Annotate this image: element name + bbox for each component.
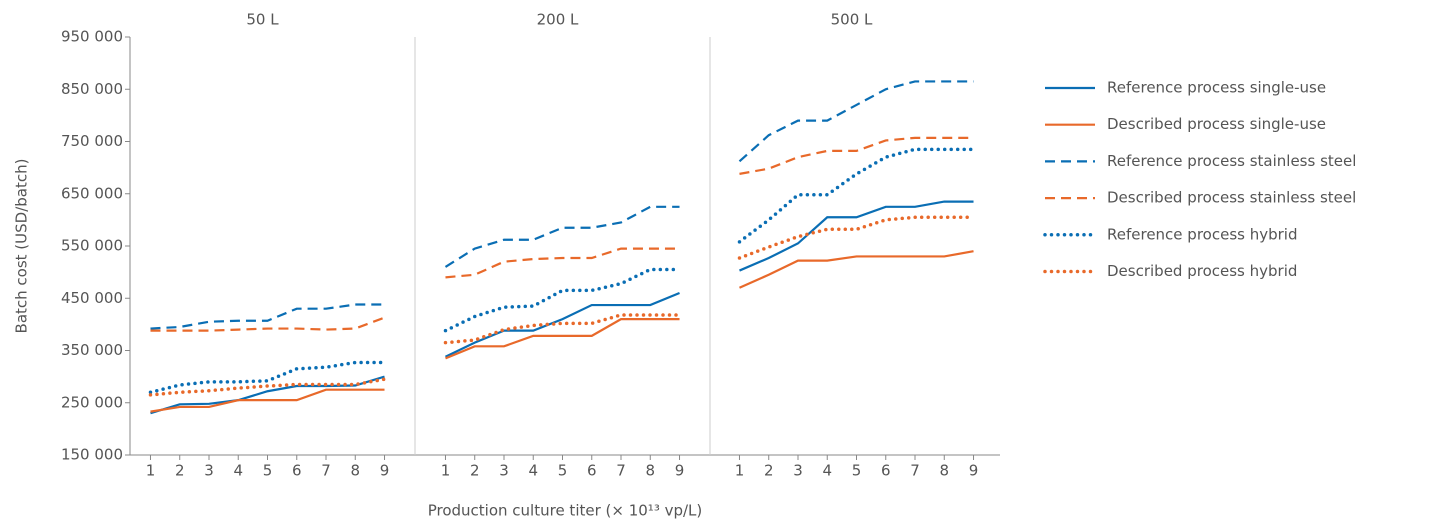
panel-title: 200 L xyxy=(537,11,579,29)
x-tick-label: 8 xyxy=(939,462,949,480)
x-axis-label: Production culture titer (× 10¹³ vp/L) xyxy=(428,502,703,520)
x-tick-label: 2 xyxy=(470,462,480,480)
y-axis-label: Batch cost (USD/batch) xyxy=(13,159,31,334)
series-line xyxy=(445,318,680,360)
y-tick-label: 450 000 xyxy=(61,289,123,307)
x-tick-label: 6 xyxy=(292,462,302,480)
x-tick-label: 6 xyxy=(881,462,891,480)
x-tick-label: 9 xyxy=(969,462,979,480)
series-line xyxy=(738,80,974,163)
series-line xyxy=(443,313,682,345)
x-tick-label: 1 xyxy=(146,462,156,480)
series-line xyxy=(148,360,387,395)
x-tick-label: 2 xyxy=(175,462,185,480)
x-tick-label: 4 xyxy=(528,462,538,480)
legend-label: Reference process single-use xyxy=(1107,79,1326,97)
panel-title: 500 L xyxy=(831,11,873,29)
series-line xyxy=(150,388,385,413)
x-tick-label: 9 xyxy=(675,462,685,480)
y-tick-label: 750 000 xyxy=(61,132,123,150)
x-tick-label: 3 xyxy=(499,462,509,480)
x-tick-label: 3 xyxy=(793,462,803,480)
legend-label: Described process single-use xyxy=(1107,115,1326,133)
panel-title: 50 L xyxy=(246,11,279,29)
x-tick-label: 1 xyxy=(441,462,451,480)
y-tick-label: 550 000 xyxy=(61,237,123,255)
series-line xyxy=(445,292,680,358)
series-line xyxy=(150,316,385,332)
x-tick-label: 1 xyxy=(735,462,745,480)
x-tick-label: 4 xyxy=(233,462,243,480)
series-line xyxy=(148,377,387,397)
legend-label: Described process stainless steel xyxy=(1107,189,1356,207)
legend-label: Reference process hybrid xyxy=(1107,225,1297,243)
series-line xyxy=(739,136,974,175)
x-tick-label: 7 xyxy=(616,462,626,480)
y-tick-label: 650 000 xyxy=(61,184,123,202)
x-tick-label: 6 xyxy=(587,462,597,480)
x-tick-label: 9 xyxy=(380,462,390,480)
x-tick-label: 4 xyxy=(822,462,832,480)
x-tick-label: 8 xyxy=(350,462,360,480)
x-tick-label: 7 xyxy=(910,462,920,480)
y-tick-label: 150 000 xyxy=(61,446,123,464)
series-line xyxy=(443,267,682,333)
y-tick-label: 950 000 xyxy=(61,28,123,46)
y-tick-label: 850 000 xyxy=(61,80,123,98)
x-tick-label: 5 xyxy=(558,462,568,480)
series-line xyxy=(737,215,976,260)
y-tick-label: 350 000 xyxy=(61,341,123,359)
series-line xyxy=(739,250,974,289)
x-tick-label: 2 xyxy=(764,462,774,480)
x-tick-label: 3 xyxy=(204,462,214,480)
x-tick-label: 5 xyxy=(852,462,862,480)
legend-label: Described process hybrid xyxy=(1107,262,1297,280)
series-line xyxy=(150,303,385,330)
series-line xyxy=(737,147,976,244)
legend-label: Reference process stainless steel xyxy=(1107,152,1356,170)
x-tick-label: 5 xyxy=(263,462,273,480)
x-tick-label: 7 xyxy=(321,462,331,480)
series-line xyxy=(445,247,680,279)
y-tick-label: 250 000 xyxy=(61,393,123,411)
series-line xyxy=(739,200,974,272)
x-tick-label: 8 xyxy=(645,462,655,480)
